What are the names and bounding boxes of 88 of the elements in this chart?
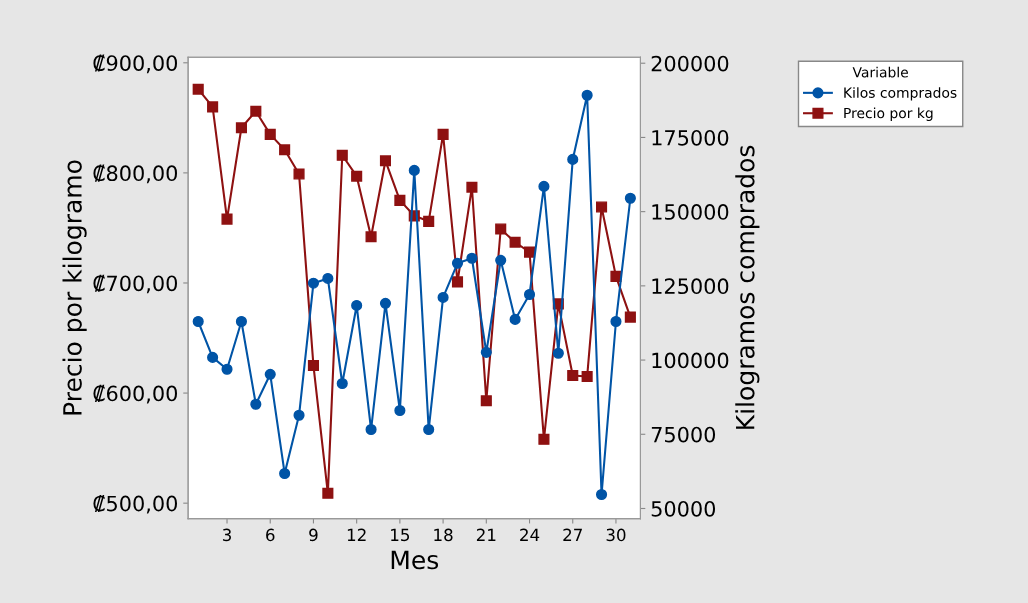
y2-axis-title: Kilogramos comprados: [735, 145, 760, 429]
point: [293, 409, 305, 421]
point: [581, 89, 593, 101]
point: [523, 246, 536, 258]
point: [538, 180, 550, 192]
point: [451, 257, 464, 269]
y-tick-label: ₡800,00: [93, 164, 178, 184]
point: [595, 488, 608, 501]
x-tick-label: 15: [391, 528, 410, 542]
point: [466, 252, 478, 264]
point: [538, 433, 550, 445]
point: [466, 181, 478, 193]
point: [509, 313, 521, 325]
point: [480, 346, 492, 358]
point: [250, 105, 262, 117]
x-axis-title: Mes: [391, 550, 439, 570]
point: [192, 315, 204, 328]
point: [379, 297, 392, 309]
y2-tick-label: 175000: [652, 129, 729, 146]
y-tick-label: ₡600,00: [93, 384, 178, 404]
x-tick-label: 21: [476, 528, 496, 541]
y2-tick-label: 75000: [651, 426, 716, 443]
point: [365, 231, 377, 243]
legend-label: Precio por kg: [844, 107, 933, 121]
y2-tick-label: 50000: [651, 500, 716, 517]
x-tick-label: 30: [606, 528, 626, 542]
point: [523, 288, 536, 301]
point: [379, 155, 392, 167]
point: [495, 223, 507, 235]
point: [451, 276, 464, 288]
point: [581, 371, 593, 383]
point: [351, 170, 363, 182]
x-tick-label: 9: [309, 528, 318, 542]
point: [279, 467, 291, 480]
x-tick-label: 24: [520, 528, 540, 541]
point: [423, 423, 435, 436]
point: [351, 299, 363, 312]
point: [624, 311, 636, 323]
point: [394, 404, 406, 417]
y-tick-label: ₡700,00: [93, 274, 178, 294]
x-tick-label: 12: [347, 528, 366, 541]
point: [221, 213, 233, 225]
x-tick-label: 27: [563, 528, 582, 541]
y-axis-title: Precio por kilogramo: [62, 160, 87, 415]
point: [235, 122, 247, 134]
point: [279, 144, 291, 156]
point: [264, 368, 276, 380]
legend-title: Variable: [852, 66, 908, 78]
x-tick-label: 3: [222, 528, 231, 542]
y-tick-label: ₡500,00: [93, 494, 178, 514]
point: [307, 277, 320, 289]
point: [322, 272, 334, 284]
point: [624, 192, 636, 204]
point: [423, 215, 435, 227]
x-tick-label: 18: [434, 528, 453, 542]
point: [293, 168, 305, 180]
point: [552, 347, 564, 359]
point: [207, 101, 219, 113]
point: [595, 201, 608, 213]
y2-tick-label: 100000: [652, 352, 729, 369]
y2-tick-label: 150000: [652, 204, 729, 220]
point: [480, 395, 492, 407]
point: [437, 128, 449, 140]
point: [495, 254, 507, 266]
point: [610, 315, 622, 328]
point: [307, 359, 320, 372]
point: [567, 369, 579, 382]
legend-label: Kilos comprados: [844, 87, 957, 101]
y-tick-label: ₡900,00: [93, 54, 178, 74]
point: [437, 291, 449, 303]
point: [322, 487, 334, 499]
y2-tick-label: 200000: [651, 55, 729, 72]
x-tick-label: 6: [266, 528, 275, 542]
point: [336, 377, 348, 390]
point: [509, 236, 521, 248]
point: [221, 363, 233, 375]
point: [365, 423, 377, 436]
y2-tick-label: 125000: [652, 278, 729, 295]
point: [250, 398, 262, 410]
point: [408, 164, 420, 176]
point: [610, 270, 622, 282]
point: [235, 315, 247, 328]
point: [394, 194, 406, 206]
point: [336, 149, 348, 161]
point: [192, 83, 204, 95]
point: [567, 153, 579, 165]
point: [264, 128, 276, 140]
point: [207, 351, 219, 363]
